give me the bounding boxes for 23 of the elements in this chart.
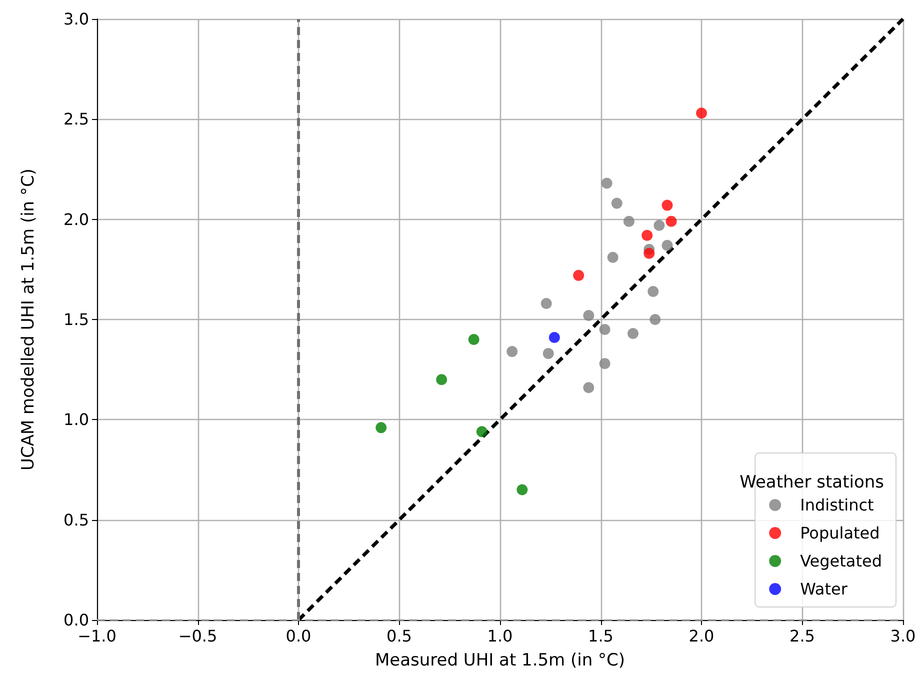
legend-title: Weather stations [740, 472, 884, 492]
x-tick-label: −1.0 [78, 626, 116, 646]
x-tick-label: 0.0 [286, 626, 312, 646]
x-tick-label: 1.0 [487, 626, 513, 646]
legend-label: Vegetated [800, 552, 882, 570]
x-tick-label: 3.0 [890, 626, 916, 646]
legend-label: Populated [800, 524, 880, 542]
y-axis-title: UCAM modelled UHI at 1.5m (in °C) [18, 168, 38, 470]
legend-label: Water [800, 580, 848, 598]
x-tick-label: 0.5 [386, 626, 412, 646]
y-tick-label: 0.0 [64, 610, 89, 630]
y-tick-label: 1.0 [64, 410, 89, 430]
y-tick-label: 2.5 [64, 110, 89, 129]
y-tick-label: 0.5 [64, 510, 89, 530]
x-axis-title: Measured UHI at 1.5m (in °C) [374, 650, 626, 670]
x-tick-label: 1.5 [588, 626, 614, 646]
x-tick-label: 2.5 [790, 626, 815, 646]
y-tick-label: 3.0 [64, 10, 89, 28]
x-tick-label: −0.5 [178, 626, 218, 646]
x-tick-label: 2.0 [688, 626, 714, 646]
legend-label: Indistinct [800, 496, 874, 514]
y-tick-label: 1.5 [64, 310, 89, 329]
y-tick-label: 2.0 [64, 210, 89, 229]
